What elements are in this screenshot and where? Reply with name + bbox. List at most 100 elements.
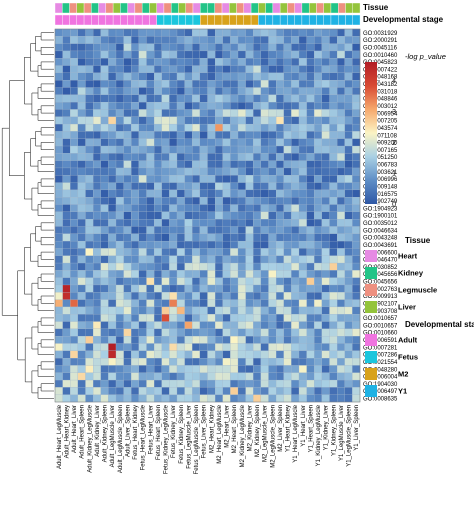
heatmap-cell (138, 321, 147, 330)
heatmap-cell (215, 379, 223, 388)
heatmap-cell (253, 292, 262, 300)
heatmap-cell (115, 131, 124, 139)
heatmap-cell (184, 80, 193, 88)
stage-annotation-cell (301, 14, 310, 26)
heatmap-cell (230, 80, 239, 88)
heatmap-cell (115, 357, 124, 366)
heatmap-cell (352, 372, 361, 381)
heatmap-cell (70, 58, 79, 66)
heatmap-cell (321, 357, 330, 366)
heatmap-cell (237, 284, 246, 293)
heatmap-cell (100, 357, 109, 366)
heatmap-cell (230, 167, 239, 176)
heatmap-cell (260, 160, 269, 169)
heatmap-cell (268, 343, 277, 351)
heatmap-cell (100, 365, 109, 373)
heatmap-cell (207, 350, 216, 359)
heatmap-cell (176, 87, 185, 95)
stage-annotation-cell (265, 14, 274, 26)
heatmap-cell (314, 277, 323, 286)
heatmap-cell (352, 189, 361, 198)
heatmap-cell (138, 336, 147, 344)
heatmap-cell (352, 94, 361, 103)
heatmap-cell (123, 160, 132, 169)
heatmap-cell (344, 175, 353, 183)
heatmap-cell (100, 379, 109, 388)
row-label: GO:0043574 (363, 126, 398, 132)
heatmap-cell (245, 394, 254, 403)
heatmap-cell (268, 102, 277, 110)
heatmap-cell (77, 204, 86, 213)
color-scale-bar (365, 62, 377, 204)
heatmap-cell (352, 365, 361, 373)
heatmap-cell (131, 270, 140, 278)
heatmap-cell (276, 109, 284, 117)
heatmap-cell (291, 270, 300, 278)
heatmap-cell (131, 131, 140, 139)
heatmap-cell (169, 270, 178, 278)
heatmap-cell (161, 182, 170, 191)
heatmap-cell (230, 240, 239, 249)
heatmap-cell (93, 50, 101, 59)
heatmap-cell (207, 102, 216, 110)
heatmap-cell (131, 372, 140, 381)
heatmap-cell (100, 131, 109, 139)
heatmap-cell (306, 233, 315, 242)
heatmap-cell (207, 131, 216, 139)
tissue-legend-item-label: Legmuscle (398, 286, 437, 295)
heatmap-cell (169, 123, 178, 132)
heatmap-cell (192, 262, 201, 271)
heatmap-cell (306, 226, 315, 234)
heatmap-cell (108, 87, 117, 95)
heatmap-cell (62, 248, 71, 256)
heatmap-cell (154, 123, 162, 132)
heatmap-cell (85, 102, 94, 110)
heatmap-cell (199, 94, 208, 103)
stage-annotation-cell (185, 14, 194, 26)
heatmap-cell (77, 131, 86, 139)
heatmap-cell (329, 43, 338, 52)
tissue-annotation-cell (105, 2, 114, 14)
heatmap-cell (131, 160, 140, 169)
heatmap-cell (161, 248, 170, 256)
heatmap-cell (276, 123, 284, 132)
heatmap-cell (161, 365, 170, 373)
tissue-annotation-cell (229, 2, 237, 14)
heatmap-cell (138, 28, 147, 37)
heatmap-cell (123, 28, 132, 37)
heatmap-cell (192, 72, 201, 81)
heatmap-cell (138, 343, 147, 351)
heatmap-cell (268, 175, 277, 183)
heatmap-cell (298, 87, 307, 95)
heatmap-cell (237, 72, 246, 81)
heatmap-cell (146, 379, 155, 388)
tissue-annotation-cell (316, 2, 324, 14)
heatmap-cell (115, 204, 124, 213)
heatmap-cell (100, 153, 109, 161)
heatmap-cell (314, 167, 323, 176)
heatmap-cell (215, 248, 223, 256)
heatmap-cell (77, 379, 86, 388)
heatmap-cell (85, 379, 94, 388)
heatmap-cell (306, 219, 315, 227)
heatmap-cell (215, 175, 223, 183)
heatmap-cell (253, 387, 262, 395)
column-label: Y1_Liver_Spleen (354, 405, 360, 451)
heatmap-cell (314, 58, 323, 66)
heatmap-cell (237, 299, 246, 308)
heatmap-cell (207, 248, 216, 256)
heatmap-cell (222, 211, 231, 220)
heatmap-cell (222, 379, 231, 388)
column-label: M2_LegMuscle_Liver (263, 405, 269, 462)
heatmap-cell (329, 284, 338, 293)
stage-legend-item-swatch (365, 334, 377, 346)
heatmap-cell (176, 233, 185, 242)
heatmap-cell (352, 131, 361, 139)
heatmap-cell (207, 372, 216, 381)
heatmap-cell (245, 372, 254, 381)
heatmap-cell (222, 284, 231, 293)
heatmap-cell (184, 314, 193, 322)
heatmap-cell (199, 204, 208, 213)
heatmap-cell (298, 175, 307, 183)
heatmap-cell (215, 328, 223, 337)
